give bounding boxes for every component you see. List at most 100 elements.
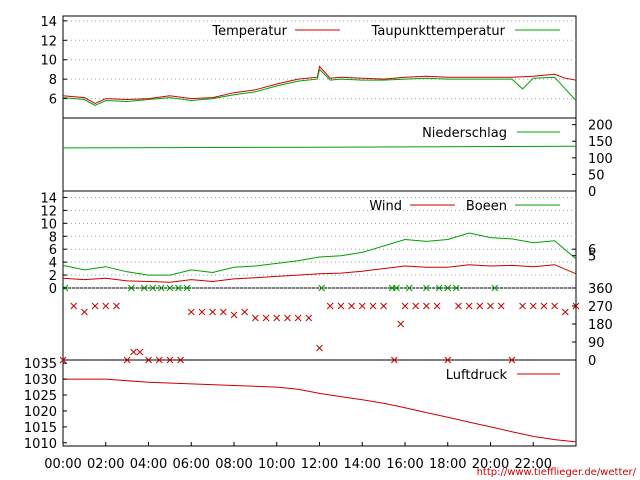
data-point <box>130 348 137 356</box>
panel-pressure <box>63 378 577 443</box>
data-point <box>519 302 526 310</box>
data-point <box>155 356 163 364</box>
legend-label: Wind <box>369 199 402 214</box>
data-point <box>393 284 400 292</box>
data-point <box>102 302 110 310</box>
right-tick-label: 270 <box>588 300 613 315</box>
data-point <box>294 314 302 322</box>
data-point <box>476 302 484 310</box>
y-tick-label: 150 <box>588 135 613 150</box>
y-tick-label: 50 <box>588 168 605 183</box>
right-tick-label: 6 <box>588 243 596 258</box>
y-tick-label: 8 <box>49 73 57 88</box>
y-tick-label: 2 <box>49 269 57 284</box>
x-tick-label: 04:00 <box>130 457 167 472</box>
y-tick-label: 6 <box>49 93 57 108</box>
y-tick-label: 12 <box>40 34 57 49</box>
legend-label: Taupunkttemperatur <box>371 24 506 39</box>
data-point <box>219 308 227 316</box>
data-point <box>136 348 144 356</box>
data-point <box>128 284 135 292</box>
data-point <box>452 284 460 292</box>
right-tick-label: 180 <box>588 318 613 333</box>
y-tick-label: 10 <box>40 217 57 232</box>
data-point <box>465 302 473 310</box>
data-point <box>561 308 569 316</box>
series-line <box>62 68 577 106</box>
data-point <box>435 284 443 292</box>
data-point <box>487 302 494 310</box>
panel-precipitation <box>62 145 577 149</box>
data-point <box>551 302 558 310</box>
data-point <box>305 314 313 322</box>
y-tick-label: 1015 <box>24 421 57 436</box>
y-tick-label: 1035 <box>24 357 57 372</box>
data-point <box>444 356 452 364</box>
x-tick-label: 22:00 <box>515 457 552 472</box>
series-line <box>62 65 577 104</box>
y-tick-label: 1025 <box>24 389 57 404</box>
data-point <box>401 302 409 310</box>
data-point <box>157 284 165 292</box>
legend-label: Niederschlag <box>422 126 507 141</box>
data-point <box>423 302 430 310</box>
y-tick-label: 0 <box>49 282 57 297</box>
data-point <box>209 308 216 316</box>
data-point <box>380 302 387 310</box>
data-point <box>230 311 238 319</box>
series-line <box>62 264 577 283</box>
y-tick-label: 14 <box>40 15 57 30</box>
data-point <box>113 302 120 310</box>
data-point <box>145 356 152 364</box>
data-point <box>497 302 505 310</box>
data-point <box>316 344 323 352</box>
plot-layer <box>59 20 580 443</box>
y-tick-label: 1030 <box>24 373 57 388</box>
series-line <box>62 145 577 149</box>
data-point <box>455 302 462 310</box>
data-point <box>397 320 405 328</box>
data-point <box>358 302 366 310</box>
data-point <box>540 302 548 310</box>
tick-layer: 00:00 02:00 04:00 06:00 08:00 10:00 12:00 14:00… <box>24 15 613 472</box>
data-point <box>70 302 78 310</box>
data-point <box>369 302 377 310</box>
right-tick-label: 5 <box>588 250 596 265</box>
series-line <box>63 378 577 443</box>
right-tick-label: 90 <box>588 336 605 351</box>
data-point <box>166 356 174 364</box>
legend-label: Luftdruck <box>446 368 508 383</box>
data-point <box>91 302 99 310</box>
data-point <box>241 308 249 316</box>
y-tick-label: 8 <box>49 230 57 245</box>
y-tick-label: 200 <box>588 119 613 134</box>
data-point <box>318 284 325 292</box>
y-tick-label: 0 <box>588 185 596 200</box>
data-point <box>59 356 67 364</box>
data-point <box>508 356 516 364</box>
panel-temperature <box>62 20 577 106</box>
panel-wind <box>62 196 577 289</box>
panel-wind-direction <box>59 284 580 364</box>
x-tick-label: 16:00 <box>386 457 423 472</box>
data-point <box>140 284 148 292</box>
data-point <box>390 356 398 364</box>
data-point <box>326 302 334 310</box>
right-tick-label: 0 <box>588 354 596 369</box>
data-point <box>175 284 182 292</box>
footer-url[interactable]: http://www.tiefflieger.de/wetter/ <box>477 467 637 478</box>
data-point <box>183 284 191 292</box>
y-tick-label: 12 <box>40 204 57 219</box>
legend-label: Temperatur <box>211 24 287 39</box>
data-point <box>337 302 345 310</box>
y-tick-label: 10 <box>40 54 57 69</box>
x-tick-label: 14:00 <box>344 457 381 472</box>
y-tick-label: 100 <box>588 152 613 167</box>
x-tick-label: 18:00 <box>429 457 466 472</box>
legend-layer: Temperatur Taupunkttemperatur Niederschlag… <box>211 24 560 383</box>
data-point <box>405 284 413 292</box>
right-tick-label: 360 <box>588 282 613 297</box>
y-tick-label: 1020 <box>24 405 57 420</box>
